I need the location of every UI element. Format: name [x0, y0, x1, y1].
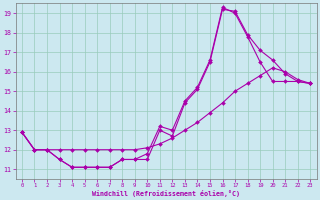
X-axis label: Windchill (Refroidissement éolien,°C): Windchill (Refroidissement éolien,°C) [92, 190, 240, 197]
